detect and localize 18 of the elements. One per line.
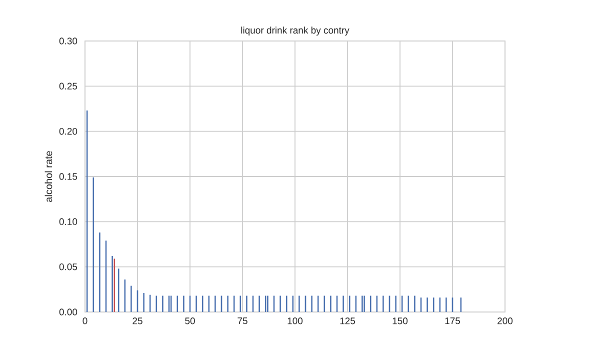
x-tick-label: 175: [445, 318, 460, 324]
x-tick-label: 75: [238, 318, 248, 324]
y-tick-label: 0.10: [59, 218, 78, 226]
x-tick-label: 0: [82, 318, 88, 324]
x-tick-label: 125: [340, 318, 356, 324]
x-tick-label: 150: [392, 318, 408, 324]
x-tick-label: 50: [185, 318, 195, 324]
y-tick-label: 0.25: [59, 82, 78, 90]
y-tick-label: 0.20: [59, 128, 78, 135]
y-axis-title: alcohol rate: [44, 151, 52, 202]
y-tick-label: 0.15: [59, 173, 78, 180]
chart-title: liquor drink rank by contry: [241, 26, 350, 36]
y-tick-label: 0.30: [59, 38, 78, 44]
x-tick-label: 200: [498, 318, 513, 324]
y-tick-label: 0.05: [59, 263, 78, 270]
x-tick-label: 25: [132, 318, 142, 324]
y-tick-label: 0.00: [59, 308, 78, 316]
x-tick-label: 100: [288, 318, 303, 324]
